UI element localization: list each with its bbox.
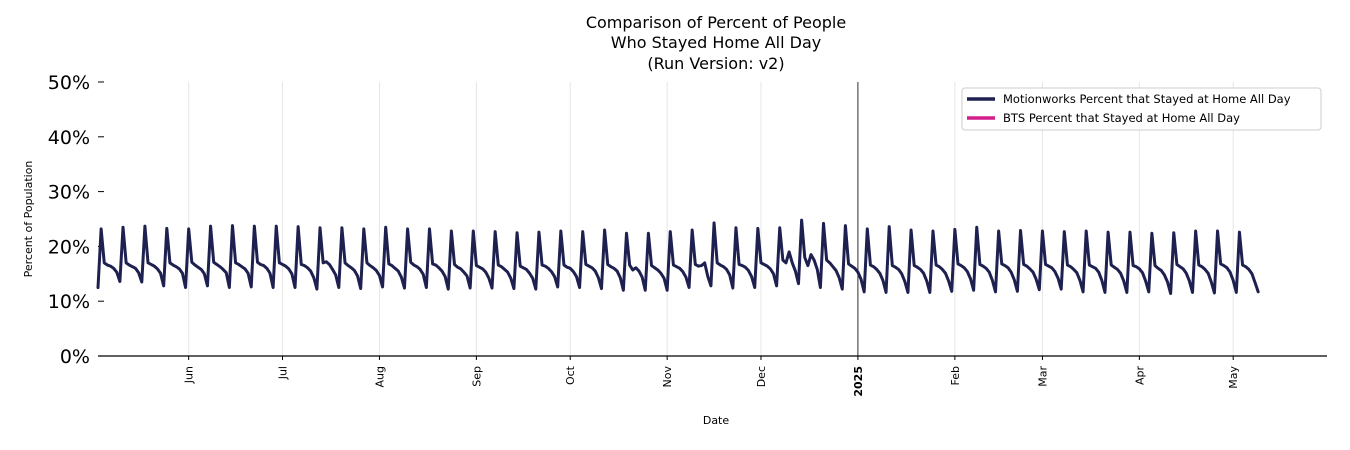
x-tick-label-dec: Dec: [755, 366, 768, 387]
y-tick-label: 20%: [48, 236, 90, 258]
y-tick-label: 30%: [48, 182, 90, 204]
x-axis: Jun Jul Aug Sep Oct Nov Dec 2025 Feb Mar Apr May: [98, 355, 1327, 397]
chart-title: Comparison of Percent of People Who Stay…: [586, 13, 846, 73]
y-tick-label: 50%: [48, 72, 90, 94]
legend: Motionworks Percent that Stayed at Home …: [961, 87, 1322, 131]
x-axis-label: Date: [703, 414, 730, 427]
legend-label-motionworks: Motionworks Percent that Stayed at Home …: [1003, 92, 1291, 106]
x-tick-label-jun: Jun: [183, 366, 196, 384]
chart-title-line-2: Who Stayed Home All Day: [611, 33, 821, 52]
x-tick-label-nov: Nov: [661, 366, 674, 388]
legend-label-bts: BTS Percent that Stayed at Home All Day: [1003, 111, 1240, 125]
x-tick-label-mar: Mar: [1036, 366, 1049, 387]
chart-title-line-1: Comparison of Percent of People: [586, 13, 846, 32]
x-tick-label-oct: Oct: [564, 365, 577, 385]
y-axis: 0% 10% 20% 30% 40% 50%: [48, 72, 104, 368]
chart-title-line-3: (Run Version: v2): [647, 54, 784, 73]
x-tick-label-feb: Feb: [949, 366, 962, 385]
plot-area: [96, 82, 1260, 356]
x-tick-label-sep: Sep: [470, 366, 483, 387]
legend-box: [961, 87, 1322, 131]
y-tick-label: 10%: [48, 291, 90, 313]
x-tick-label-jul: Jul: [277, 366, 290, 380]
series-line-0: [96, 218, 1260, 296]
x-tick-label-2025: 2025: [852, 366, 865, 397]
y-axis-label: Percent of Population: [22, 161, 35, 278]
x-tick-label-may: May: [1227, 366, 1240, 389]
y-tick-label: 0%: [60, 346, 90, 368]
x-tick-label-apr: Apr: [1133, 366, 1146, 386]
y-tick-label: 40%: [48, 127, 90, 149]
x-tick-label-aug: Aug: [373, 366, 386, 387]
